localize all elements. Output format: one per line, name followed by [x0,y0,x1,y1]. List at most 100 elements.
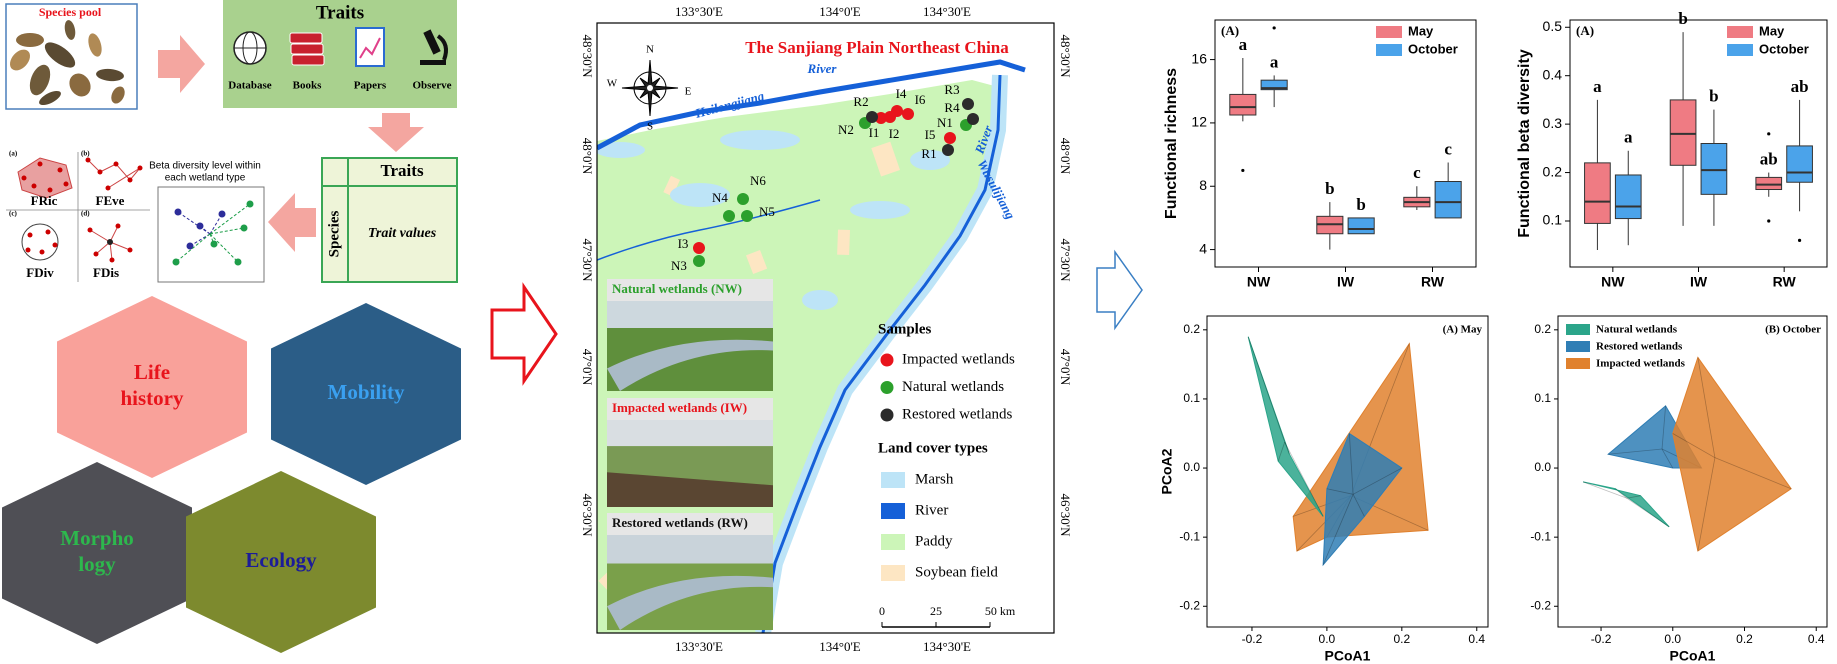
sample-site [875,112,887,124]
beta-link [209,203,251,235]
legend-label: Impacted wetlands [1596,358,1686,370]
hull-spoke [1348,433,1354,495]
photo-sky [607,420,773,447]
table-row-header: Species [326,211,342,258]
latitude-label: 48°0'N [1058,138,1073,175]
x-tick-label: 0.2 [1736,632,1753,646]
significance-letter: b [1356,195,1365,214]
chart: -0.2 -0.1 0.0 0.1 0.2 -0.2 0.0 0.2 0.4 (A) May PCo… [1159,315,1489,664]
beta-dot [210,240,218,248]
y-tick-label: 0.1 [1543,212,1563,228]
table-cell: Trait values [368,226,437,241]
source-label: Observe [412,80,451,92]
fdis-centroid [107,239,113,245]
latitude-label: 46°30'N [580,494,595,538]
x-tick-label: NW [1601,274,1625,290]
books-icon [291,54,325,66]
hull-spoke [1661,448,1674,469]
longitude-label: 134°0'E [819,639,861,654]
paper-icon [359,37,381,59]
hull-spoke [1284,441,1290,455]
x-tick-label: 0.4 [1808,632,1825,646]
left-panel: Species pool Traits Database Books Papers Obs… [2,0,461,653]
photo-caption: Natural wetlands (NW) [612,281,742,296]
legend-label: Marsh [915,471,954,487]
species-pool-label: Species pool [39,5,102,19]
river-line [761,74,1002,633]
feve-dot [137,165,143,171]
box [1584,162,1611,224]
soybean-patch [663,175,680,197]
marsh-patch [802,290,838,310]
legend-swatch [1376,26,1402,38]
sample-site [693,255,705,267]
compass-letter: N [646,44,654,56]
legend-label: Impacted wetlands [902,351,1015,367]
site-label: R3 [944,82,959,97]
legend-label: Paddy [915,533,953,549]
x-tick-label: 0.4 [1468,632,1485,646]
photo-strip [607,398,773,420]
sample-site [891,105,903,117]
latitude-label: 48°0'N [580,138,595,175]
feve-dot [127,177,133,183]
fdis-line [89,229,111,243]
significance-letter: a [1270,52,1279,71]
beta-note: Beta diversity level within [149,161,261,172]
legend-label: Restored wetlands [902,406,1013,422]
plot-frame [1569,19,1828,268]
fdiv-dot [25,247,31,253]
microscope-icon [420,60,446,65]
legend-swatch [1376,44,1402,56]
outlier [1272,26,1276,30]
fdis-line [109,241,131,251]
microscope-icon [423,29,441,55]
y-axis-title: Functional beta diversity [1516,49,1533,238]
x-axis-title: PCoA1 [1670,648,1716,664]
marsh-patch [720,130,800,150]
fdis-dot [87,227,93,233]
scale-label: 50 km [985,604,1016,618]
site-label: I5 [925,127,936,142]
plot-frame [1214,19,1477,268]
y-tick-label: 4 [1199,240,1207,256]
sample-site [741,210,753,222]
hull-polygon [1582,481,1670,528]
fdiv-circle [21,223,59,261]
x-tick-label: 0.0 [1319,632,1336,646]
soybean-patch [745,250,768,275]
organism-icon [64,20,76,40]
latitude-label: 47°30'N [580,239,595,283]
legend-title: Samples [878,321,932,337]
source-label: Database [228,80,272,92]
beta-link [209,233,215,245]
hexagon-label: Ecology [245,548,317,572]
y-tick-label: 16 [1191,50,1207,66]
fdis-dot [93,251,99,257]
fdis-line [95,241,111,255]
fdiv-dot [52,242,58,248]
hull-spoke [1672,433,1716,459]
panel-label: (A) [1576,23,1594,38]
compass-letter: E [685,86,692,98]
beta-dot [186,242,194,250]
photo-sky [607,301,773,328]
chart: -0.2 -0.1 0.0 0.1 0.2 -0.2 0.0 0.2 0.4 Natural we… [1530,315,1828,664]
trait-hexagon [271,303,461,485]
trait-hexagon [186,471,376,653]
outlier [1797,238,1802,242]
organism-icon [39,90,61,106]
trait-table [321,157,458,283]
fdis-dot [115,223,121,229]
soybean-patch [837,229,850,255]
beta-dot [246,200,254,208]
hull-spoke [1714,457,1792,490]
organism-icon [111,86,125,104]
y-tick-label: 0.0 [1183,460,1200,474]
significance-letter: b [1325,179,1334,198]
significance-letter: a [1593,77,1602,96]
y-axis-title: Functional richness [1163,68,1180,219]
photo-caption: Restored wetlands (RW) [612,515,748,530]
latitude-label: 46°30'N [1058,494,1073,538]
river-line [597,199,821,261]
